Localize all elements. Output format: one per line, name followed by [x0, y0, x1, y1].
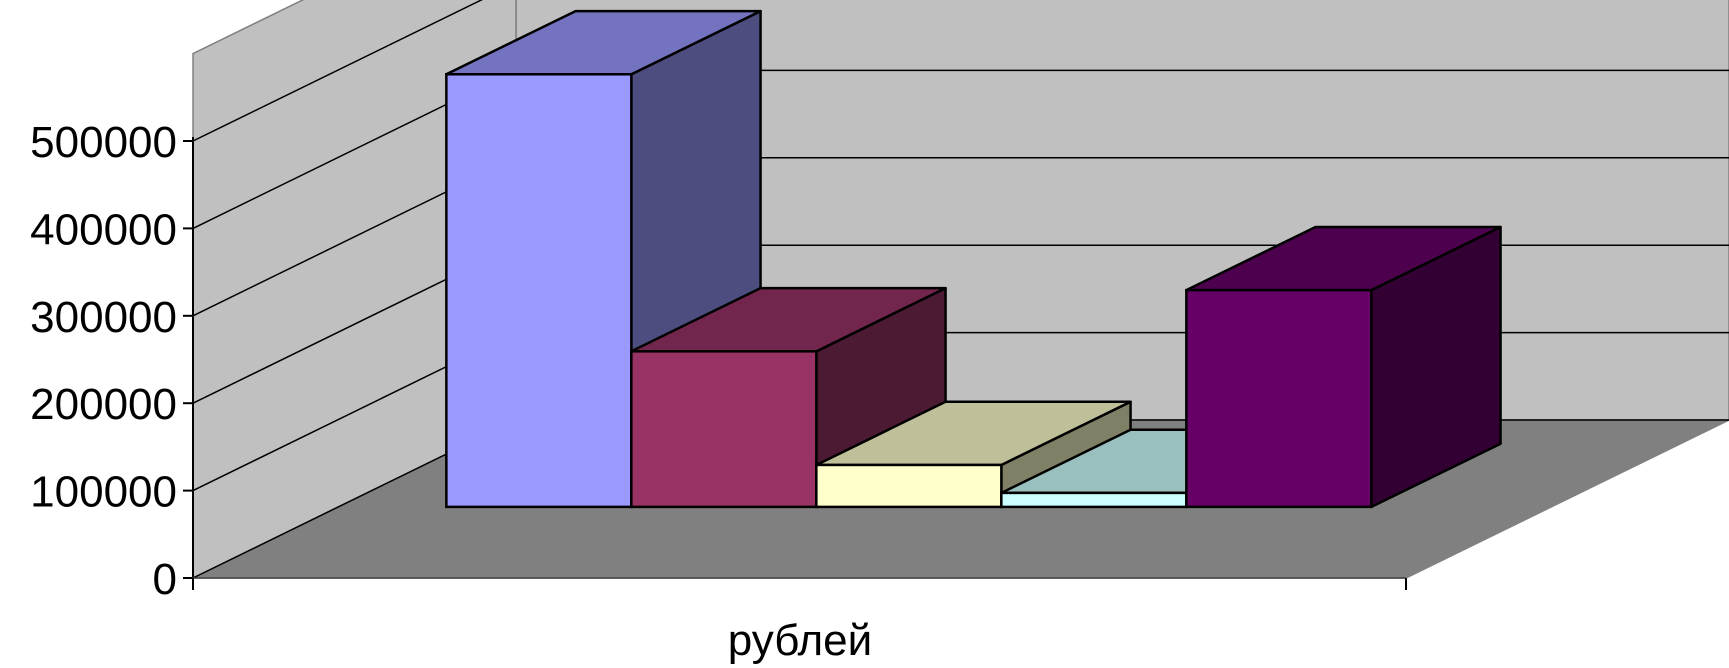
x-axis-label: рублей	[728, 616, 872, 665]
bar	[630, 350, 818, 509]
y-tick-label: 400000	[30, 205, 177, 254]
y-tick-label: 200000	[30, 380, 177, 429]
y-tick-label: 500000	[30, 118, 177, 167]
y-tick-label: 300000	[30, 293, 177, 342]
bar	[1000, 491, 1188, 509]
y-tick-labels: 0 100000 200000 300000 400000 500000	[30, 118, 177, 604]
bar	[1185, 288, 1373, 509]
bars	[445, 9, 1502, 509]
y-axis	[183, 137, 1407, 590]
bar	[445, 73, 633, 509]
bar	[815, 463, 1003, 509]
y-tick-label: 0	[153, 555, 177, 604]
y-tick-label: 100000	[30, 468, 177, 517]
gridline	[192, 0, 483, 142]
